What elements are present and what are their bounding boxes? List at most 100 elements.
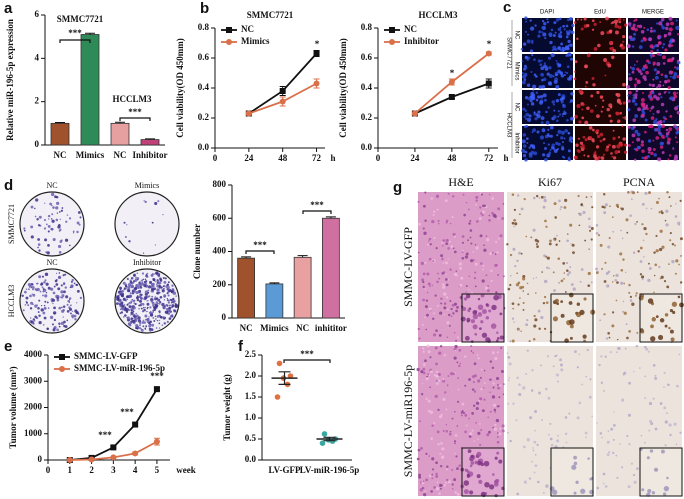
cell xyxy=(419,420,421,423)
cell xyxy=(431,317,435,320)
cell xyxy=(507,287,511,291)
cell xyxy=(541,419,544,422)
cell xyxy=(474,460,479,465)
cell xyxy=(645,104,649,107)
cell xyxy=(533,324,537,328)
cell xyxy=(492,382,495,385)
cell xyxy=(440,442,443,445)
colony xyxy=(134,279,138,282)
cell xyxy=(648,148,651,152)
colony xyxy=(167,312,171,315)
cell xyxy=(570,243,572,245)
cell xyxy=(537,59,542,63)
colony xyxy=(64,286,67,289)
colony xyxy=(129,280,133,284)
colony xyxy=(61,294,65,298)
cell xyxy=(622,310,625,313)
cell xyxy=(647,139,652,143)
cell xyxy=(533,314,536,318)
cell xyxy=(540,59,543,62)
cell xyxy=(435,329,438,332)
cell xyxy=(447,375,450,377)
cell xyxy=(424,288,427,290)
colony xyxy=(132,306,136,310)
cell xyxy=(529,99,533,103)
cell xyxy=(611,55,615,60)
cell xyxy=(428,474,432,477)
cell xyxy=(627,191,630,194)
cell xyxy=(565,30,569,33)
colony xyxy=(47,230,50,233)
cell xyxy=(677,221,681,225)
cell xyxy=(640,140,644,144)
cell xyxy=(456,425,459,427)
cell xyxy=(640,97,645,102)
cell xyxy=(560,279,564,283)
cell xyxy=(583,154,586,157)
marker xyxy=(66,457,73,463)
legend-marker xyxy=(59,354,65,360)
marker xyxy=(411,110,418,117)
cell xyxy=(521,72,524,74)
cell xyxy=(456,305,459,309)
colony xyxy=(142,278,145,281)
cell xyxy=(625,323,628,326)
y-axis-label: Tumor volume (mm³) xyxy=(8,366,18,448)
colony xyxy=(50,192,55,197)
cell xyxy=(665,22,670,27)
colony xyxy=(163,287,165,290)
cell xyxy=(512,402,515,405)
cell xyxy=(552,103,556,106)
cell xyxy=(532,89,535,92)
cell xyxy=(664,48,668,52)
colony xyxy=(59,240,63,243)
cell xyxy=(472,259,475,261)
cell xyxy=(418,222,421,226)
cell xyxy=(569,324,574,329)
cell xyxy=(632,473,636,477)
cell xyxy=(453,331,456,334)
cell xyxy=(446,384,449,387)
cell xyxy=(423,231,427,235)
colony xyxy=(130,300,133,303)
cell xyxy=(558,199,561,203)
cell xyxy=(421,383,424,385)
significance-bracket xyxy=(283,359,331,363)
cell xyxy=(544,327,547,330)
y-axis-label: Cell viability(OD 450mm) xyxy=(175,38,185,138)
cell xyxy=(531,131,534,134)
colony xyxy=(43,306,47,310)
x-tick-label: Inhibitor xyxy=(132,150,167,160)
cell xyxy=(617,346,621,350)
cell xyxy=(606,31,610,35)
colony xyxy=(168,309,172,313)
cell xyxy=(650,151,654,155)
cell xyxy=(673,72,678,76)
bar xyxy=(140,139,160,146)
cell xyxy=(441,257,444,261)
colony xyxy=(47,224,51,228)
cell xyxy=(560,205,563,209)
cell xyxy=(565,54,568,57)
cell xyxy=(466,317,471,322)
cell xyxy=(616,93,621,98)
cell xyxy=(512,307,515,310)
colony xyxy=(158,310,161,313)
cell xyxy=(602,137,606,141)
cell xyxy=(564,129,568,133)
cell xyxy=(492,386,495,389)
y-tick-label: 0.0 xyxy=(361,142,373,152)
cell xyxy=(582,210,586,215)
cell xyxy=(649,44,654,49)
cell xyxy=(480,293,485,298)
cell xyxy=(540,116,545,121)
cell xyxy=(534,409,538,413)
cell xyxy=(483,382,486,385)
cell xyxy=(552,365,555,368)
cell xyxy=(672,91,677,96)
colony xyxy=(126,277,129,281)
cell xyxy=(522,133,527,137)
colony xyxy=(36,287,40,292)
cell xyxy=(645,207,648,210)
cell xyxy=(529,416,533,420)
